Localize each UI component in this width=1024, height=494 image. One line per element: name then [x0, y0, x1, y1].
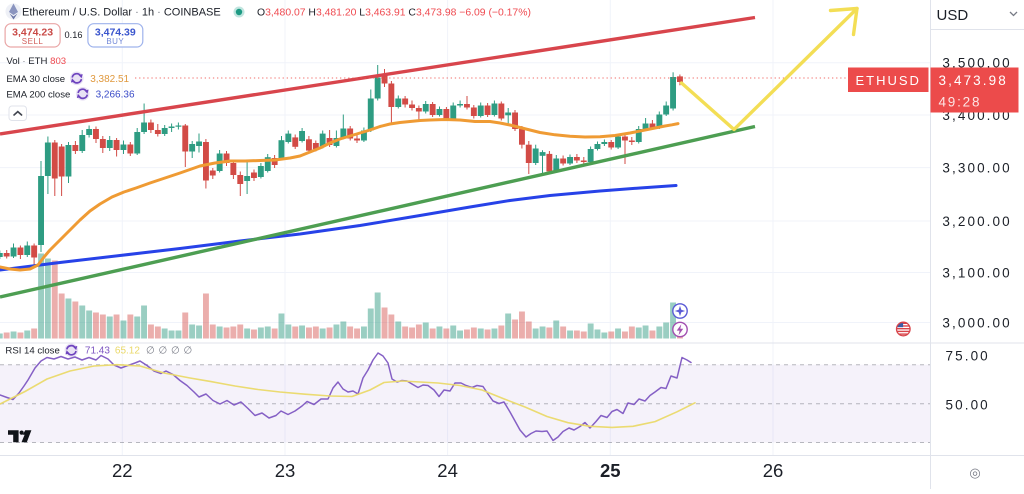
svg-text:O3,480.07 H3,481.20 L3,463.91: O3,480.07 H3,481.20 L3,463.91 C3,473.98 … [257, 7, 531, 18]
svg-text:◎: ◎ [969, 465, 980, 480]
svg-text:BUY: BUY [106, 37, 124, 46]
svg-text:71.43: 71.43 [85, 346, 110, 357]
svg-text:3,000.00: 3,000.00 [942, 316, 1011, 331]
svg-text:∅: ∅ [146, 346, 155, 357]
svg-text:3,500.00: 3,500.00 [942, 56, 1011, 71]
svg-text:3,300.00: 3,300.00 [942, 161, 1011, 176]
svg-text:ETHUSD: ETHUSD [856, 73, 921, 88]
svg-text:65.12: 65.12 [115, 346, 140, 357]
svg-text:Ethereum / U.S. Dollar · 1h ·: Ethereum / U.S. Dollar · 1h · COINBASE [22, 6, 221, 18]
svg-text:Vol · ETH 803: Vol · ETH 803 [6, 56, 66, 67]
svg-text:3,474.23: 3,474.23 [12, 27, 53, 39]
svg-text:3,474.39: 3,474.39 [95, 27, 136, 39]
svg-text:22: 22 [112, 460, 133, 481]
svg-text:SELL: SELL [22, 37, 44, 46]
svg-text:23: 23 [275, 460, 296, 481]
svg-text:∅: ∅ [171, 346, 180, 357]
svg-text:75.00: 75.00 [946, 348, 990, 363]
svg-text:50.00: 50.00 [946, 397, 990, 412]
svg-text:RSI 14 close: RSI 14 close [5, 346, 59, 357]
svg-text:0.16: 0.16 [65, 30, 83, 40]
svg-text:EMA 30 close: EMA 30 close [6, 74, 65, 85]
svg-text:USD: USD [937, 7, 969, 24]
svg-text:26: 26 [763, 460, 784, 481]
svg-text:∅: ∅ [184, 346, 193, 357]
svg-text:25: 25 [600, 460, 621, 481]
svg-text:∅: ∅ [159, 346, 168, 357]
svg-text:EMA 200 close: EMA 200 close [6, 90, 70, 101]
svg-text:49:28: 49:28 [939, 95, 982, 110]
svg-text:24: 24 [437, 460, 458, 481]
svg-text:3,266.36: 3,266.36 [96, 90, 135, 101]
svg-text:3,473.98: 3,473.98 [939, 73, 1008, 88]
svg-text:3,382.51: 3,382.51 [90, 74, 129, 85]
svg-text:3,100.00: 3,100.00 [942, 266, 1011, 281]
svg-text:3,200.00: 3,200.00 [942, 214, 1011, 229]
